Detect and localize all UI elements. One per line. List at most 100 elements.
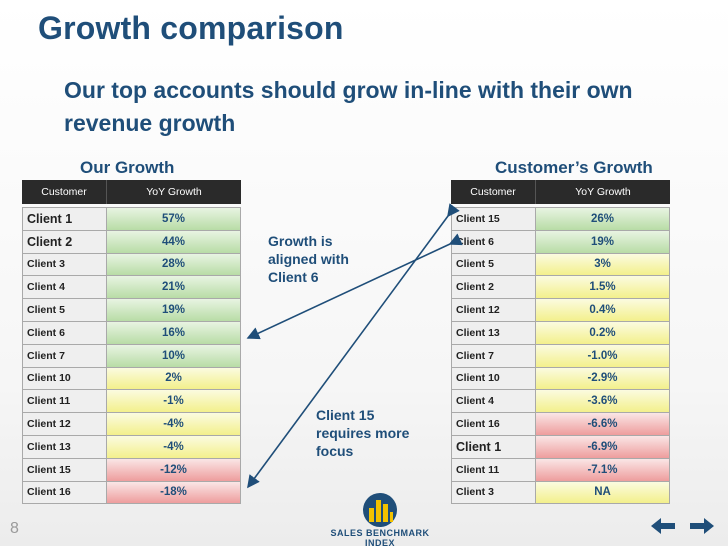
client-name-cell: Client 4	[452, 390, 536, 413]
client-name-cell: Client 10	[23, 367, 107, 390]
client-name-cell: Client 15	[23, 458, 107, 481]
table-row: Client 13 0.2%	[452, 321, 669, 345]
growth-value-cell: 2%	[107, 367, 240, 390]
table-row: Client 7 -1.0%	[452, 344, 669, 368]
client-name-cell: Client 7	[452, 344, 536, 367]
our-growth-title: Our Growth	[80, 158, 175, 177]
growth-value-cell: 28%	[107, 253, 240, 276]
table-row: Client 13 -4%	[23, 435, 240, 459]
table-row: Client 1 57%	[23, 208, 240, 231]
forward-arrow-icon[interactable]	[688, 515, 716, 537]
table-header: Customer YoY Growth	[22, 180, 241, 204]
client-name-cell: Client 4	[23, 276, 107, 299]
growth-value-cell: -12%	[107, 458, 240, 481]
table-row: Client 6 19%	[452, 230, 669, 254]
table-row: Client 16 -6.6%	[452, 413, 669, 436]
table-row: Client 12 0.4%	[452, 299, 669, 322]
growth-value-cell: -4%	[107, 435, 240, 458]
table-row: Client 10 2%	[23, 367, 240, 391]
client-name-cell: Client 3	[23, 253, 107, 276]
growth-value-cell: -4%	[107, 413, 240, 435]
growth-value-cell: NA	[536, 481, 669, 504]
growth-value-cell: -2.9%	[536, 367, 669, 390]
growth-value-cell: 10%	[107, 344, 240, 367]
client-name-cell: Client 2	[452, 276, 536, 299]
growth-value-cell: 16%	[107, 321, 240, 344]
growth-value-cell: 0.2%	[536, 321, 669, 344]
header-customer: Customer	[22, 180, 107, 204]
client-name-cell: Client 1	[23, 208, 107, 230]
table-body: Client 15 26% Client 6 19% Client 5 3% Client …	[451, 207, 670, 505]
growth-value-cell: 19%	[536, 230, 669, 253]
table-row: Client 11 -7.1%	[452, 458, 669, 482]
growth-value-cell: -1.0%	[536, 344, 669, 367]
table-row: Client 12 -4%	[23, 413, 240, 436]
client-name-cell: Client 10	[452, 367, 536, 390]
customer-growth-title: Customer’s Growth	[495, 158, 653, 177]
growth-value-cell: -3.6%	[536, 390, 669, 413]
focus-note: Client 15 requires more focus	[316, 407, 410, 459]
growth-value-cell: 1.5%	[536, 276, 669, 299]
client-name-cell: Client 11	[23, 390, 107, 413]
table-row: Client 1 -6.9%	[452, 435, 669, 459]
table-row: Client 16 -18%	[23, 481, 240, 505]
back-arrow-icon[interactable]	[649, 515, 677, 537]
growth-value-cell: 0.4%	[536, 299, 669, 321]
table-row: Client 6 16%	[23, 321, 240, 345]
table-row: Client 2 44%	[23, 230, 240, 254]
table-row: Client 7 10%	[23, 344, 240, 368]
table-row: Client 10 -2.9%	[452, 367, 669, 391]
growth-value-cell: 26%	[536, 208, 669, 230]
client-name-cell: Client 11	[452, 458, 536, 481]
growth-value-cell: 21%	[107, 276, 240, 299]
growth-value-cell: -18%	[107, 481, 240, 504]
table-row: Client 4 21%	[23, 276, 240, 300]
client-name-cell: Client 12	[452, 299, 536, 321]
table-row: Client 15 26%	[452, 208, 669, 231]
table-header: Customer YoY Growth	[451, 180, 670, 204]
customer-growth-table: Customer YoY Growth Client 15 26% Client 6…	[451, 180, 670, 505]
table-row: Client 2 1.5%	[452, 276, 669, 300]
client-name-cell: Client 16	[23, 481, 107, 504]
growth-value-cell: -7.1%	[536, 458, 669, 481]
client-name-cell: Client 13	[23, 435, 107, 458]
client-name-cell: Client 3	[452, 481, 536, 504]
header-customer: Customer	[451, 180, 536, 204]
client-name-cell: Client 1	[452, 435, 536, 458]
company-logo: SALES BENCHMARK INDEX	[320, 490, 440, 548]
slide-title: Growth comparison	[38, 10, 344, 46]
arrow-client15-focus	[247, 203, 460, 489]
client-name-cell: Client 13	[452, 321, 536, 344]
logo-icon	[363, 493, 397, 527]
table-row: Client 3 NA	[452, 481, 669, 505]
header-yoy-growth: YoY Growth	[575, 186, 631, 198]
client-name-cell: Client 12	[23, 413, 107, 435]
client-name-cell: Client 5	[452, 253, 536, 276]
slide-subtitle: Our top accounts should grow in-line wit…	[64, 77, 633, 136]
table-row: Client 11 -1%	[23, 390, 240, 414]
table-row: Client 4 -3.6%	[452, 390, 669, 414]
growth-value-cell: 19%	[107, 299, 240, 321]
page-number: 8	[10, 520, 19, 537]
table-body: Client 1 57% Client 2 44% Client 3 28% Client …	[22, 207, 241, 505]
table-row: Client 3 28%	[23, 253, 240, 277]
growth-value-cell: 3%	[536, 253, 669, 276]
client-name-cell: Client 6	[23, 321, 107, 344]
table-row: Client 5 3%	[452, 253, 669, 277]
growth-value-cell: -6.6%	[536, 413, 669, 435]
table-row: Client 15 -12%	[23, 458, 240, 482]
growth-value-cell: -1%	[107, 390, 240, 413]
client-name-cell: Client 15	[452, 208, 536, 230]
client-name-cell: Client 2	[23, 230, 107, 253]
client-name-cell: Client 5	[23, 299, 107, 321]
growth-value-cell: 57%	[107, 208, 240, 230]
header-yoy-growth: YoY Growth	[146, 186, 202, 198]
client-name-cell: Client 7	[23, 344, 107, 367]
logo-text: SALES BENCHMARK INDEX	[330, 528, 430, 548]
client-name-cell: Client 16	[452, 413, 536, 435]
growth-value-cell: -6.9%	[536, 435, 669, 458]
growth-value-cell: 44%	[107, 230, 240, 253]
table-row: Client 5 19%	[23, 299, 240, 322]
